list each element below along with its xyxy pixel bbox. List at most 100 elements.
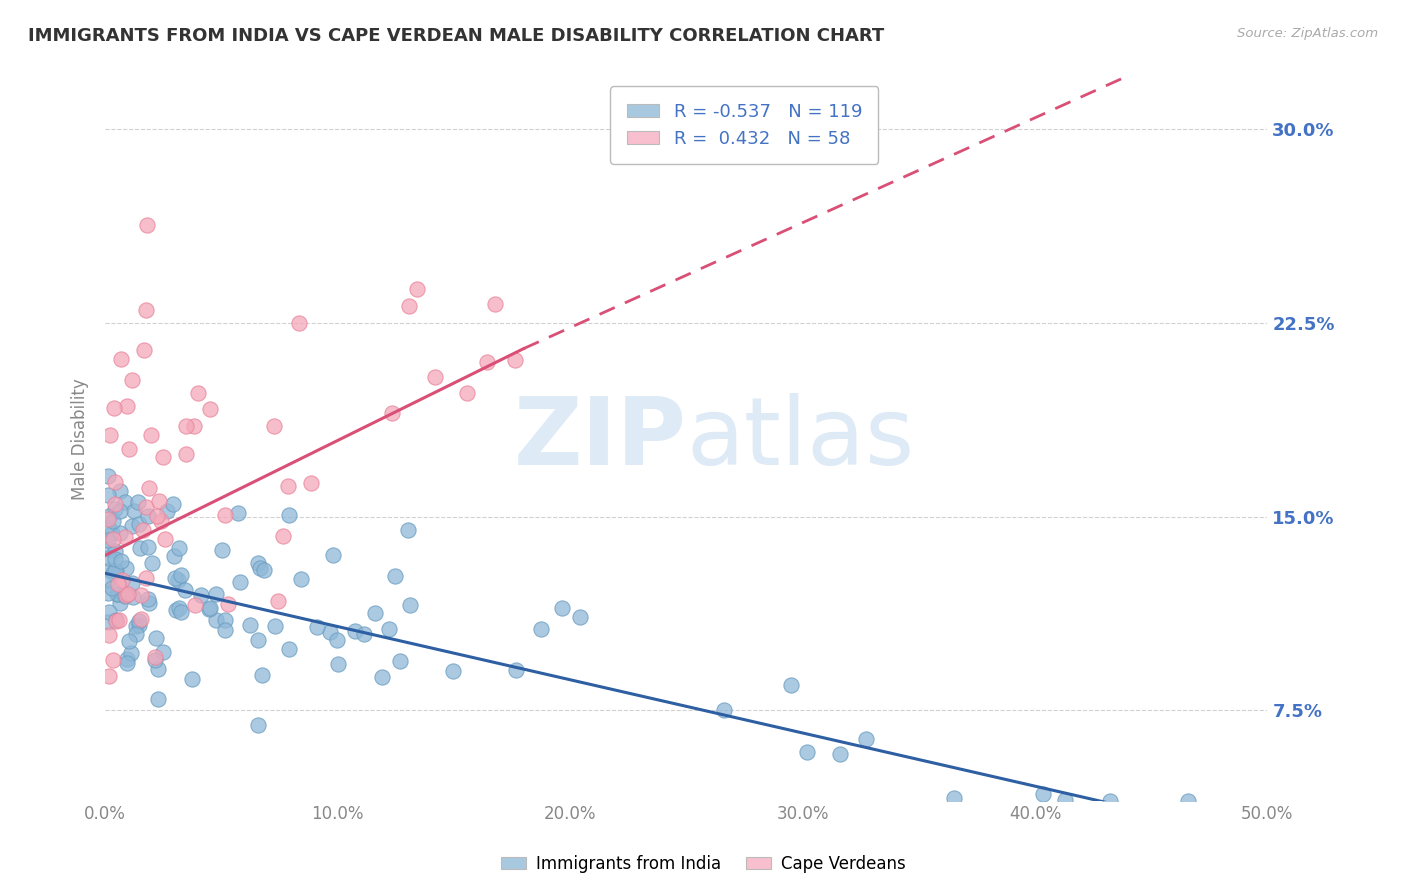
Point <box>398 524 420 538</box>
Point <box>104 564 127 578</box>
Point <box>148 662 170 676</box>
Point <box>187 385 209 400</box>
Point <box>132 343 155 357</box>
Point <box>101 653 124 667</box>
Point <box>117 442 139 457</box>
Point <box>128 614 150 628</box>
Point <box>423 369 446 384</box>
Point <box>267 593 290 607</box>
Point <box>326 633 349 648</box>
Point <box>217 597 239 611</box>
Point <box>290 572 312 586</box>
Point <box>146 692 169 706</box>
Point <box>229 575 252 590</box>
Point <box>127 494 149 508</box>
Point <box>152 450 174 465</box>
Point <box>96 541 118 556</box>
Point <box>100 526 122 541</box>
Point <box>97 669 120 683</box>
Point <box>530 622 553 636</box>
Point <box>271 529 294 543</box>
Point <box>138 482 160 496</box>
Point <box>1054 793 1077 807</box>
Point <box>456 386 478 401</box>
Point <box>148 494 170 508</box>
Point <box>103 533 125 547</box>
Point <box>152 645 174 659</box>
Point <box>97 521 120 535</box>
Point <box>105 613 128 627</box>
Point <box>713 703 735 717</box>
Point <box>122 504 145 518</box>
Point <box>246 717 269 731</box>
Point <box>104 564 127 578</box>
Point <box>288 316 311 330</box>
Y-axis label: Male Disability: Male Disability <box>72 378 89 500</box>
Point <box>141 557 163 571</box>
Point <box>830 747 852 761</box>
Point <box>117 657 139 671</box>
Point <box>135 571 157 585</box>
Point <box>104 475 127 489</box>
Point <box>353 627 375 641</box>
Point <box>105 615 128 629</box>
Point <box>384 569 406 583</box>
Point <box>115 561 138 575</box>
Point <box>211 543 233 558</box>
Point <box>1099 794 1122 808</box>
Point <box>246 632 269 647</box>
Point <box>855 731 877 746</box>
Point <box>104 498 127 512</box>
Point <box>943 791 966 805</box>
Point <box>165 571 187 585</box>
Text: ZIP: ZIP <box>513 393 686 485</box>
Point <box>1032 787 1054 801</box>
Point <box>163 549 186 563</box>
Point <box>389 654 412 668</box>
Point <box>322 548 344 562</box>
Point <box>398 299 420 313</box>
Point <box>125 626 148 640</box>
Point <box>135 500 157 514</box>
Point <box>96 488 118 502</box>
Point <box>253 563 276 577</box>
Point <box>145 631 167 645</box>
Point <box>128 517 150 532</box>
Point <box>121 519 143 533</box>
Point <box>277 641 299 656</box>
Point <box>167 573 190 587</box>
Point <box>153 532 176 546</box>
Point <box>96 573 118 587</box>
Point <box>149 515 172 529</box>
Point <box>129 588 152 602</box>
Point <box>136 540 159 554</box>
Point <box>377 623 399 637</box>
Point <box>165 603 187 617</box>
Point <box>101 566 124 580</box>
Point <box>326 657 349 671</box>
Point <box>104 501 127 516</box>
Point <box>128 618 150 632</box>
Point <box>475 354 498 368</box>
Point <box>551 601 574 615</box>
Point <box>96 615 118 629</box>
Point <box>441 664 464 678</box>
Point <box>129 541 152 556</box>
Point <box>135 302 157 317</box>
Legend: Immigrants from India, Cape Verdeans: Immigrants from India, Cape Verdeans <box>494 848 912 880</box>
Point <box>108 525 131 540</box>
Point <box>108 613 131 627</box>
Point <box>107 587 129 601</box>
Point <box>205 613 228 627</box>
Point <box>169 605 191 619</box>
Point <box>184 598 207 612</box>
Point <box>176 447 198 461</box>
Point <box>183 418 205 433</box>
Point <box>96 468 118 483</box>
Point <box>1177 794 1199 808</box>
Point <box>101 514 124 528</box>
Point <box>198 401 221 416</box>
Point <box>176 418 198 433</box>
Point <box>96 586 118 600</box>
Point <box>110 351 132 366</box>
